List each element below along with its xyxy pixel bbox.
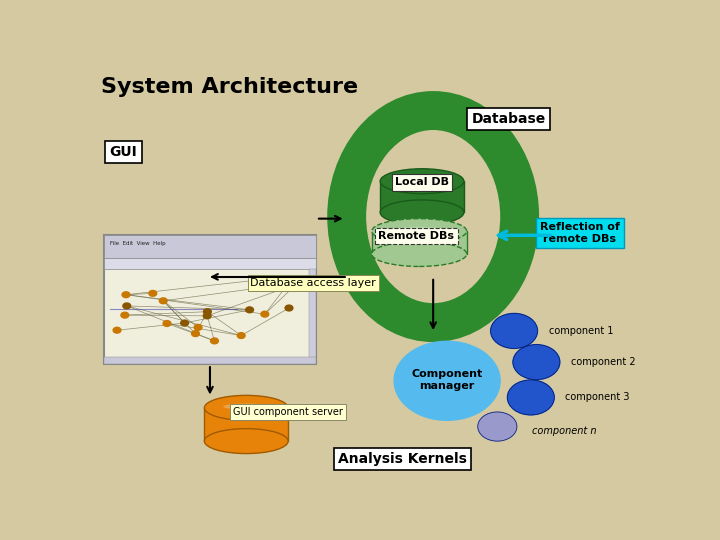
- Text: Local DB: Local DB: [395, 178, 449, 187]
- Circle shape: [238, 333, 245, 339]
- Ellipse shape: [372, 241, 467, 266]
- Ellipse shape: [380, 200, 464, 225]
- Circle shape: [194, 325, 202, 330]
- Circle shape: [513, 345, 560, 380]
- Circle shape: [256, 277, 264, 282]
- Text: Database: Database: [472, 112, 546, 126]
- Ellipse shape: [372, 219, 467, 244]
- Circle shape: [121, 312, 129, 318]
- Text: Remote DBs: Remote DBs: [379, 231, 454, 241]
- Circle shape: [203, 313, 211, 319]
- Bar: [104, 235, 316, 364]
- Circle shape: [210, 338, 218, 344]
- Bar: [104, 357, 316, 364]
- Ellipse shape: [204, 429, 288, 454]
- Circle shape: [159, 298, 167, 303]
- Circle shape: [122, 292, 130, 298]
- Bar: [104, 235, 316, 258]
- Text: component n: component n: [532, 426, 596, 436]
- Circle shape: [261, 311, 269, 317]
- Circle shape: [490, 313, 538, 348]
- Circle shape: [246, 307, 253, 313]
- Circle shape: [123, 303, 131, 309]
- Bar: [204, 408, 288, 441]
- Circle shape: [113, 327, 121, 333]
- Text: File  Edit  View  Help: File Edit View Help: [109, 241, 165, 246]
- Circle shape: [285, 305, 293, 311]
- Ellipse shape: [393, 227, 445, 233]
- Circle shape: [508, 380, 554, 415]
- Bar: [104, 258, 316, 268]
- Circle shape: [181, 320, 189, 326]
- Circle shape: [478, 412, 517, 441]
- Circle shape: [163, 321, 171, 326]
- Ellipse shape: [380, 169, 464, 194]
- Text: component 3: component 3: [565, 393, 630, 402]
- Ellipse shape: [223, 403, 269, 410]
- Ellipse shape: [204, 395, 288, 420]
- Text: Analysis Kernels: Analysis Kernels: [338, 452, 467, 466]
- Text: GUI: GUI: [109, 145, 138, 159]
- Text: Reflection of
remote DBs: Reflection of remote DBs: [540, 222, 620, 244]
- Circle shape: [149, 291, 157, 296]
- Bar: [380, 181, 464, 212]
- Text: Database access layer: Database access layer: [251, 278, 376, 288]
- Circle shape: [394, 341, 500, 420]
- Circle shape: [204, 309, 211, 315]
- Ellipse shape: [399, 177, 445, 183]
- Text: component 2: component 2: [571, 357, 636, 367]
- Bar: [372, 231, 467, 254]
- Text: Component
manager: Component manager: [412, 369, 482, 391]
- Circle shape: [192, 330, 199, 336]
- Circle shape: [281, 285, 289, 291]
- Bar: [310, 268, 316, 364]
- Text: System Architecture: System Architecture: [101, 77, 359, 97]
- Text: component 1: component 1: [549, 326, 613, 336]
- Circle shape: [294, 280, 302, 286]
- Text: GUI component server: GUI component server: [233, 407, 343, 417]
